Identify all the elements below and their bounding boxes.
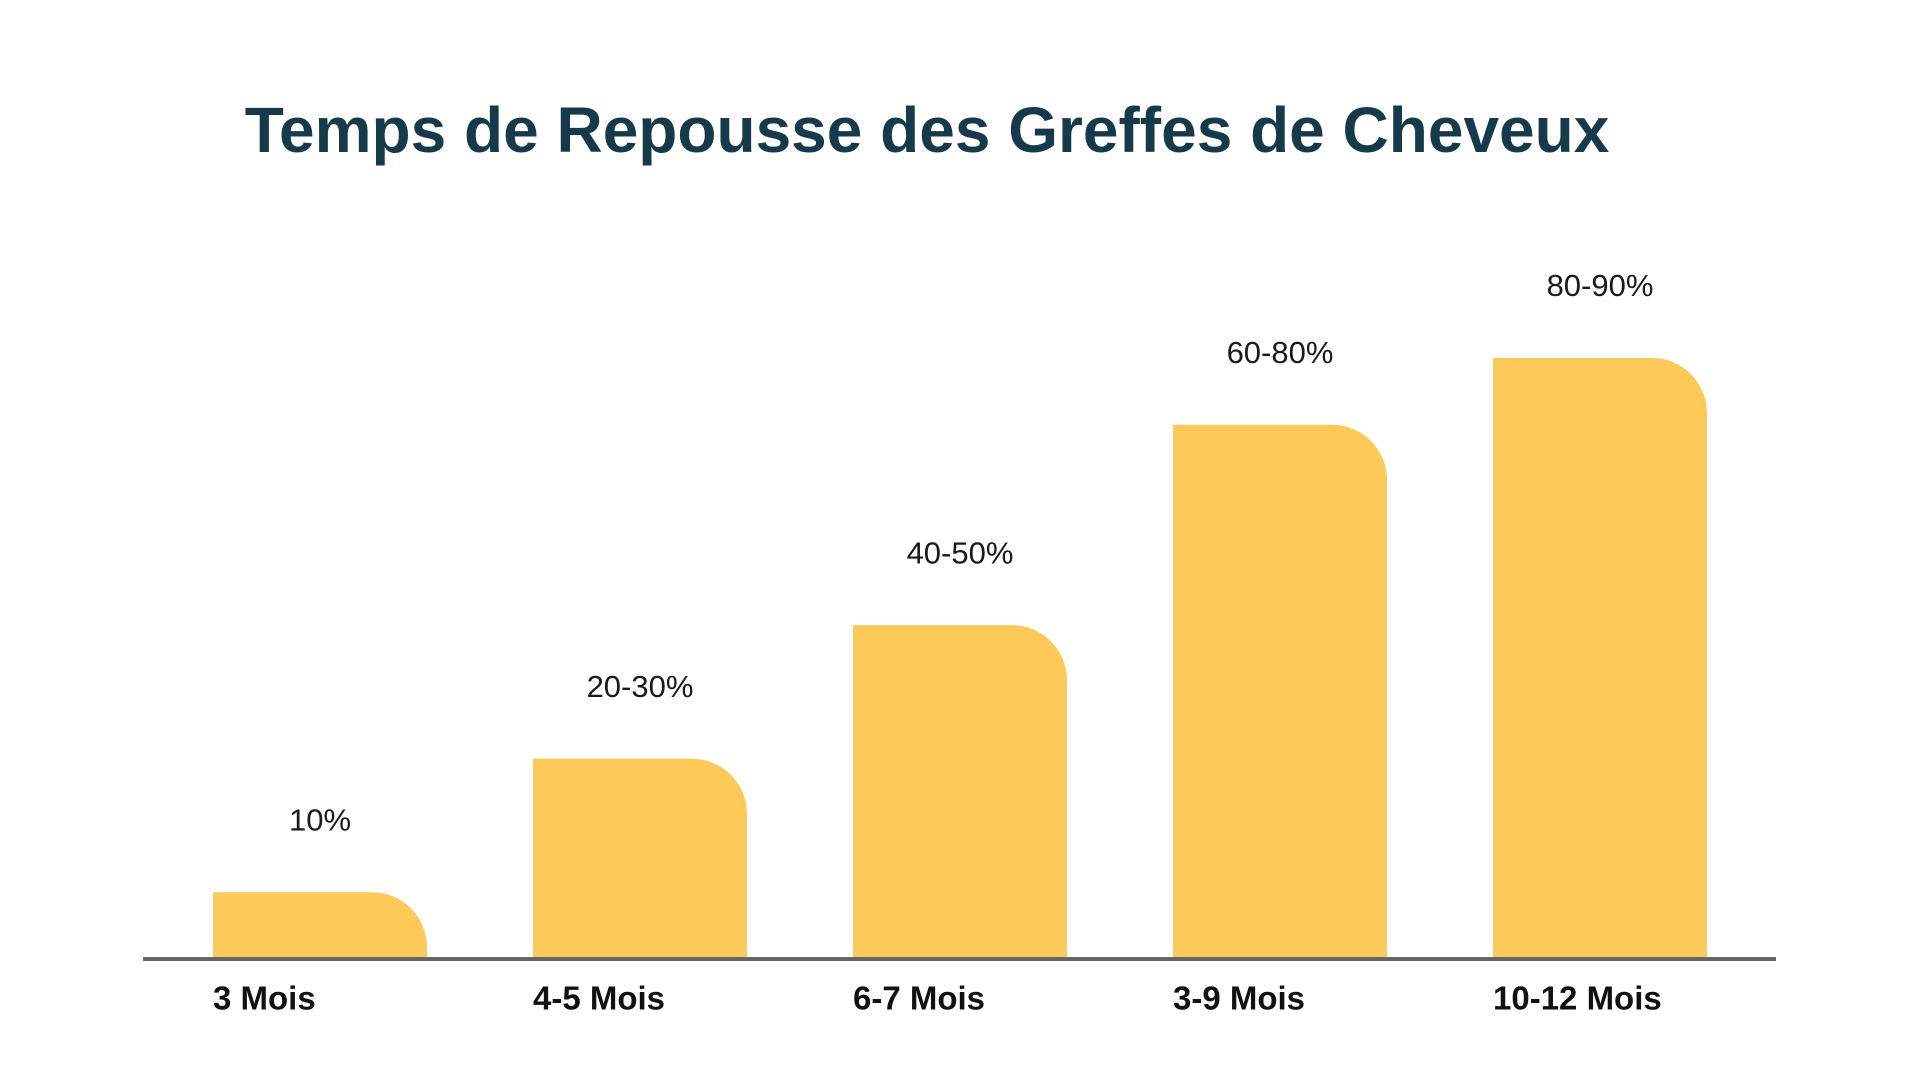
x-tick-label: 10-12 Mois [1493,980,1662,1017]
bar [853,625,1067,959]
value-label: 60-80% [1227,335,1334,370]
value-label: 80-90% [1547,268,1654,303]
bar [1493,358,1707,959]
x-tick-label: 6-7 Mois [853,980,985,1017]
value-label: 20-30% [587,669,694,704]
bar [533,758,747,959]
x-tick-label: 4-5 Mois [533,980,665,1017]
chart-title: Temps de Repousse des Greffes de Cheveux [245,94,1610,166]
bar [213,892,427,959]
value-label: 40-50% [907,535,1014,570]
x-tick-label: 3 Mois [213,980,316,1017]
value-label: 10% [289,802,351,837]
bar [1173,424,1387,959]
x-tick-label: 3-9 Mois [1173,980,1305,1017]
